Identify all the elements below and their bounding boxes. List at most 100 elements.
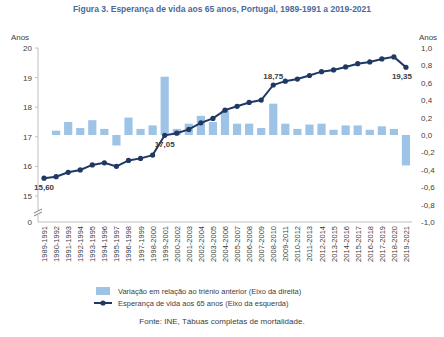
y2-tick (412, 135, 414, 136)
y2-tick-label: -1,0 (421, 218, 435, 227)
marker (162, 133, 167, 138)
marker (331, 67, 336, 72)
bar (402, 135, 410, 165)
x-tick-label: 2017-2019 (378, 226, 387, 262)
x-tick-label: 2008-2010 (269, 226, 278, 262)
bar (161, 77, 169, 135)
marker (307, 73, 312, 78)
x-tick-label: 2001-2003 (185, 226, 194, 262)
bar (124, 118, 132, 135)
y-tick (35, 107, 38, 108)
y2-tick (412, 65, 414, 66)
bar (281, 124, 289, 135)
bar (64, 122, 72, 135)
x-tick-label: 1992-1994 (76, 226, 85, 262)
x-tick-label: 1990-1992 (52, 226, 61, 262)
bar (293, 129, 301, 135)
x-tick-label: 2013-2015 (330, 226, 339, 262)
y-tick-label: 18 (23, 103, 32, 112)
bar (112, 135, 120, 145)
plot-marks (41, 54, 410, 181)
legend-label: Variação em relação ao triénio anterior … (118, 287, 302, 296)
marker (138, 156, 143, 161)
x-tick-label: 2015-2017 (354, 226, 363, 262)
bar (149, 125, 157, 135)
y2-tick (412, 187, 414, 188)
marker (319, 69, 324, 74)
marker (174, 131, 179, 136)
y-tick (35, 77, 38, 78)
title: Figura 3. Esperança de vida aos 65 anos,… (73, 4, 371, 14)
data-label: 19,35 (392, 72, 413, 81)
bar (366, 130, 374, 135)
marker (66, 170, 71, 175)
legend-label: Esperança de vida aos 65 anos (Eixo da e… (118, 299, 289, 308)
bar (209, 122, 217, 135)
bar (342, 125, 350, 135)
axis-break-label: 0 (28, 218, 33, 227)
y2-tick-label: -0,6 (421, 183, 435, 192)
bar (136, 129, 144, 135)
y2-tick (412, 82, 414, 83)
y2-tick-label: 0,0 (421, 131, 433, 140)
marker (271, 82, 276, 87)
legend-swatch (100, 300, 105, 305)
x-tick-label: 1989-1991 (40, 226, 49, 262)
bar (257, 128, 265, 135)
y2-tick (412, 152, 414, 153)
axis-break-gap (34, 210, 42, 215)
x-tick-label: 2002-2004 (197, 226, 206, 262)
x-tick-label: 1995-1997 (112, 226, 121, 262)
marker (41, 176, 46, 181)
x-tick-label: 2000-2002 (173, 226, 182, 262)
x-tick-label: 1993-1995 (88, 226, 97, 262)
y-tick-label: 20 (23, 44, 32, 53)
marker (53, 174, 58, 179)
y2-tick (412, 169, 414, 170)
y-tick (35, 166, 38, 167)
x-tick-label: 2014-2016 (342, 226, 351, 262)
y2-tick (412, 222, 414, 223)
x-tick-label: 2007-2009 (257, 226, 266, 262)
marker (102, 160, 107, 165)
y2-tick-label: 0,6 (421, 79, 433, 88)
x-tick-label: 1999-2001 (161, 226, 170, 262)
y-tick-label: 16 (23, 162, 32, 171)
marker (186, 127, 191, 132)
marker (210, 116, 215, 121)
y2-tick (412, 117, 414, 118)
x-tick-label: 2016-2018 (366, 226, 375, 262)
y-tick-label: 19 (23, 74, 32, 83)
x-tick-label: 2012-2014 (318, 226, 327, 262)
marker (150, 153, 155, 158)
x-tick-label: 1991-1993 (64, 226, 73, 262)
marker (367, 59, 372, 64)
marker (126, 158, 131, 163)
y2-tick (412, 100, 414, 101)
marker (391, 54, 396, 59)
x-tick-label: 2019-2021 (402, 226, 411, 262)
x-tick-label: 1998-2000 (149, 226, 158, 262)
y2-tick-label: 0,8 (421, 61, 433, 70)
source: Fonte: INE, Tábuas completas de mortalid… (139, 317, 304, 326)
y2-tick (412, 48, 414, 49)
marker (247, 100, 252, 105)
marker (222, 108, 227, 113)
x-axis-line (38, 222, 412, 223)
line (44, 57, 406, 178)
bar (305, 125, 313, 135)
marker (114, 164, 119, 169)
y-axis-title: Anos (11, 33, 29, 42)
marker (343, 64, 348, 69)
marker (234, 104, 239, 109)
y2-tick-label: -0,4 (421, 166, 435, 175)
y-tick (35, 48, 38, 49)
x-tick-label: 2009-2011 (281, 226, 290, 261)
y2-tick-label: -0,8 (421, 201, 435, 210)
marker (90, 162, 95, 167)
marker (295, 76, 300, 81)
y2-axis-title: Anos (419, 33, 437, 42)
marker (379, 56, 384, 61)
marker (355, 61, 360, 66)
x-tick-label: 1997-1999 (137, 226, 146, 262)
